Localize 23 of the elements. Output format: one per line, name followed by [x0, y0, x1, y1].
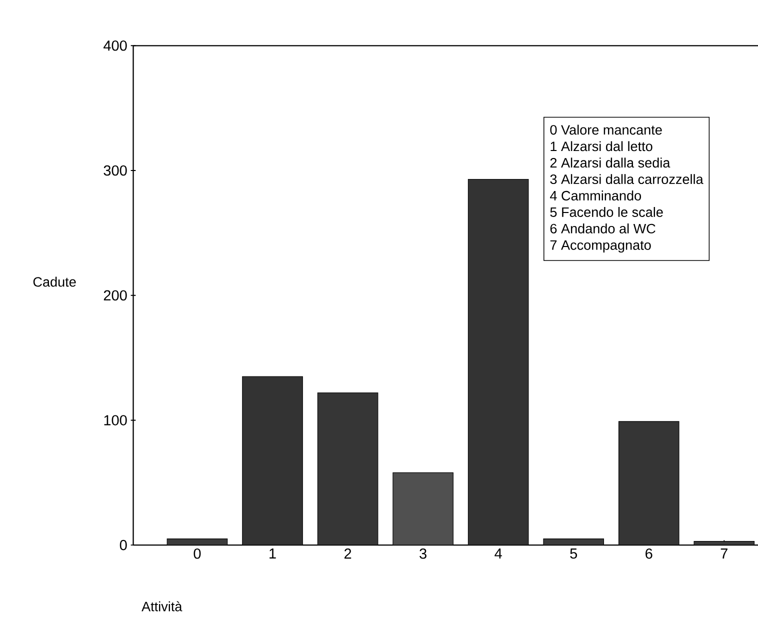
y-tick-label: 400 — [104, 40, 127, 51]
x-tick-label: 6 — [646, 548, 652, 559]
annotation: 5 Facendo le scale — [550, 207, 663, 218]
annotation: 3 Alzarsi dalla carrozzella — [550, 174, 704, 184]
x-tick-label: 7 — [720, 548, 728, 559]
x-tick-label: 1 — [270, 548, 276, 559]
y-tick-label: 100 — [104, 415, 127, 426]
x-tick-label: 5 — [570, 548, 578, 559]
x-axis-title: Attività — [142, 601, 182, 612]
x-tick-label: 0 — [194, 548, 201, 559]
annotation: 4 Camminando — [550, 190, 642, 201]
x-tick-label: 4 — [494, 548, 502, 559]
y-axis-title: Cadute — [33, 276, 76, 287]
x-tick-label: 3 — [420, 548, 426, 559]
x-tick-label: 2 — [344, 548, 352, 559]
y-tick-label: 0 — [120, 540, 127, 550]
annotation: 2 Alzarsi dalla sedia — [550, 158, 670, 168]
annotation: 7 Accompagnato — [550, 240, 651, 253]
y-tick-label: 200 — [104, 290, 127, 301]
annotation: 0 Valore mancante — [550, 124, 662, 135]
annotation: 1 Alzarsi dal letto — [550, 141, 652, 152]
y-tick-label: 300 — [104, 166, 127, 176]
annotation: 6 Andando al WC — [550, 224, 656, 234]
